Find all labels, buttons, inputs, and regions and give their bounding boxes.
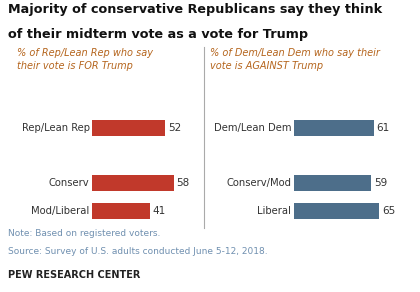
Text: Rep/Lean Rep: Rep/Lean Rep xyxy=(21,123,89,133)
Text: Majority of conservative Republicans say they think: Majority of conservative Republicans say… xyxy=(8,3,383,16)
Text: Conserv: Conserv xyxy=(49,178,89,188)
Text: 59: 59 xyxy=(374,178,387,188)
Text: 65: 65 xyxy=(382,206,395,216)
Bar xyxy=(294,175,371,191)
Bar xyxy=(294,203,379,219)
Text: of their midterm vote as a vote for Trump: of their midterm vote as a vote for Trum… xyxy=(8,28,309,41)
Text: Conserv/Mod: Conserv/Mod xyxy=(226,178,291,188)
Text: 61: 61 xyxy=(377,123,390,133)
Text: Source: Survey of U.S. adults conducted June 5-12, 2018.: Source: Survey of U.S. adults conducted … xyxy=(8,247,268,256)
Text: Mod/Liberal: Mod/Liberal xyxy=(32,206,89,216)
Text: 52: 52 xyxy=(168,123,181,133)
Text: 41: 41 xyxy=(152,206,166,216)
Text: 58: 58 xyxy=(176,178,190,188)
Text: PEW RESEARCH CENTER: PEW RESEARCH CENTER xyxy=(8,270,141,280)
Bar xyxy=(92,175,173,191)
Bar xyxy=(92,120,165,136)
Bar xyxy=(92,203,150,219)
Bar xyxy=(294,120,374,136)
Text: Dem/Lean Dem: Dem/Lean Dem xyxy=(214,123,291,133)
Text: % of Rep/Lean Rep who say
their vote is FOR Trump: % of Rep/Lean Rep who say their vote is … xyxy=(17,48,153,71)
Text: % of Dem/Lean Dem who say their
vote is AGAINST Trump: % of Dem/Lean Dem who say their vote is … xyxy=(210,48,380,71)
Text: Note: Based on registered voters.: Note: Based on registered voters. xyxy=(8,229,161,238)
Text: Liberal: Liberal xyxy=(257,206,291,216)
